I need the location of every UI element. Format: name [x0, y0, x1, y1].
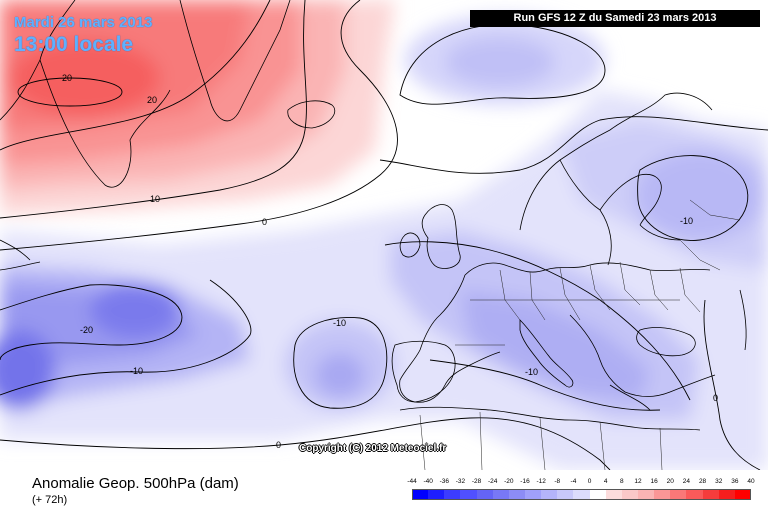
legend-tick-label: -24 — [488, 478, 498, 485]
color-scale-legend: -44 -40 -36 -32 -28 -24 -20 -16 -12 -8 -4 0 4 8 12 16 20… — [407, 478, 755, 508]
legend-swatch — [460, 489, 478, 500]
legend-swatch — [621, 489, 639, 500]
legend-swatch — [508, 489, 526, 500]
legend-swatch — [605, 489, 623, 500]
legend-swatch — [444, 489, 461, 500]
legend-tick-label: 0 — [587, 478, 592, 485]
contour-lines — [0, 0, 768, 470]
legend-swatch — [718, 489, 736, 500]
negative-anomaly-shading — [0, 15, 768, 470]
legend-tick-label: 36 — [731, 478, 739, 485]
contour-label: 20 — [62, 73, 73, 83]
copyright-notice: Copyright (C) 2012 Meteociel.fr — [299, 443, 447, 454]
legend-swatch — [654, 489, 671, 500]
country-borders — [419, 199, 741, 470]
coastlines — [0, 0, 747, 431]
legend-tick-label: 40 — [747, 478, 755, 485]
legend-tick-label: -40 — [423, 478, 433, 485]
legend-tick-label: -20 — [504, 478, 514, 485]
legend-tick-label: 16 — [650, 478, 658, 485]
legend-tick-label: -32 — [455, 478, 466, 485]
legend-tick-label: -16 — [520, 478, 530, 485]
legend-tick-label: 8 — [620, 478, 624, 485]
legend-swatch — [670, 489, 687, 500]
forecast-lead-time: (+ 72h) — [32, 494, 68, 506]
contour-label: -10 — [130, 366, 144, 376]
legend-tick-label: -8 — [554, 478, 561, 485]
contour-label: 0 — [713, 393, 719, 403]
legend-tick-label: 28 — [698, 478, 707, 485]
legend-swatch — [428, 489, 445, 500]
legend-swatch — [476, 489, 494, 500]
legend-tick-label: -4 — [570, 478, 577, 485]
positive-anomaly-shading — [0, 0, 395, 215]
forecast-date: Mardi 26 mars 2013 — [14, 14, 153, 31]
contour-label: -20 — [80, 325, 94, 335]
legend-tick-label: 12 — [634, 478, 642, 485]
contour-label: 20 — [147, 95, 158, 105]
legend-swatch — [638, 489, 655, 500]
legend-tick-label: 4 — [603, 478, 608, 485]
legend-tick-label: 32 — [715, 478, 723, 485]
contour-label: -10 — [525, 367, 539, 377]
legend-swatch — [702, 489, 720, 500]
legend-tick-label: -12 — [536, 478, 546, 485]
contour-label: 0 — [276, 440, 282, 450]
legend-swatch — [734, 489, 752, 500]
legend-swatch — [573, 489, 591, 500]
legend-frame — [412, 489, 751, 500]
legend-swatch — [686, 489, 704, 500]
legend-tick-label: -44 — [407, 478, 417, 485]
contour-label: -10 — [680, 216, 694, 226]
legend-tick-label: 20 — [666, 478, 674, 485]
legend-swatch — [412, 489, 429, 500]
legend-swatch — [557, 489, 574, 500]
legend-tick-label: -36 — [439, 478, 449, 485]
legend-tick-label: 24 — [682, 478, 691, 485]
legend-tick-label: -28 — [471, 478, 482, 485]
legend-swatch — [541, 489, 558, 500]
product-title: Anomalie Geop. 500hPa (dam) — [32, 475, 239, 492]
contour-label: 0 — [262, 217, 268, 227]
run-info-banner: Run GFS 12 Z du Samedi 23 mars 2013 — [470, 10, 760, 27]
anomaly-map: 20 20 10 0 -10 -20 -10 -10 -10 0 0 Mardi… — [0, 0, 768, 470]
contour-label: -10 — [333, 318, 347, 328]
map-canvas — [0, 0, 768, 470]
legend-swatch — [525, 489, 542, 500]
contour-label: 10 — [150, 194, 161, 204]
forecast-time: 13:00 locale — [14, 33, 134, 56]
legend-swatch — [589, 489, 607, 500]
legend-swatch — [492, 489, 510, 500]
